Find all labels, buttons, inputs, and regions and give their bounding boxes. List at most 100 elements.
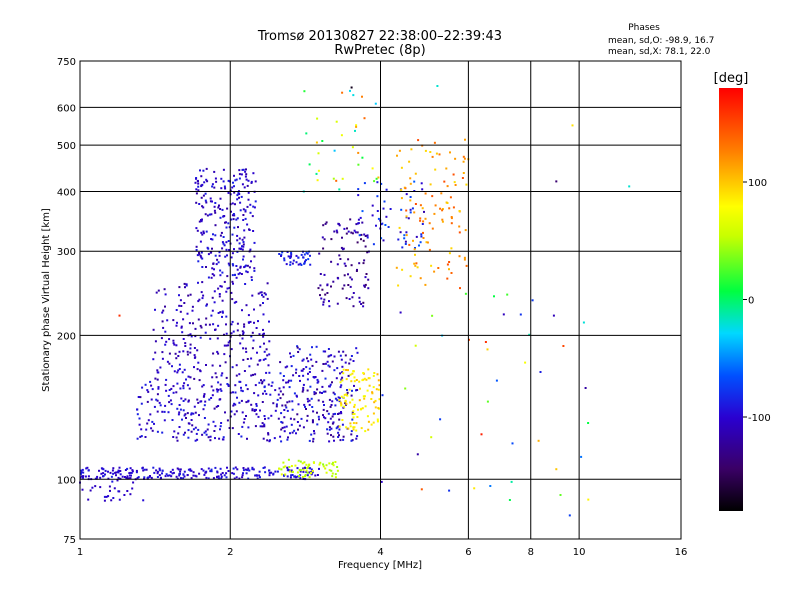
data-point (115, 474, 117, 477)
data-point (378, 384, 381, 387)
data-point (383, 200, 386, 203)
data-point (241, 425, 244, 428)
data-point (326, 283, 329, 286)
data-point (128, 477, 131, 480)
data-point (246, 469, 249, 472)
data-point (339, 386, 342, 389)
data-point (286, 251, 289, 253)
data-point (360, 408, 362, 411)
data-point (246, 388, 249, 391)
data-point (321, 288, 324, 291)
data-point (420, 488, 423, 491)
data-point (363, 395, 366, 398)
data-point (263, 350, 266, 353)
data-point (400, 188, 403, 191)
data-point (147, 476, 150, 479)
data-point (257, 415, 260, 418)
data-point (381, 394, 384, 397)
data-point (292, 374, 295, 377)
data-point (243, 418, 246, 420)
data-point (364, 276, 367, 279)
data-point (171, 472, 174, 475)
data-point (241, 183, 244, 186)
data-point (253, 408, 256, 411)
data-point (262, 467, 265, 469)
y-tick-label: 300 (57, 247, 76, 258)
data-point (374, 406, 377, 409)
data-point (281, 251, 284, 254)
colorbar-tick-label: 100 (748, 178, 767, 189)
data-point (268, 371, 271, 374)
data-point (176, 371, 179, 374)
data-point (199, 370, 202, 373)
data-point (267, 433, 270, 436)
data-point (250, 357, 253, 360)
data-point (205, 167, 208, 170)
data-point (280, 473, 283, 476)
data-point (180, 397, 183, 400)
data-point (262, 295, 265, 298)
data-point (414, 344, 417, 347)
data-point (219, 274, 222, 277)
data-point (358, 262, 361, 265)
data-point (362, 372, 365, 374)
data-point (415, 235, 418, 238)
data-point (306, 378, 309, 381)
data-point (236, 468, 239, 471)
data-point (288, 469, 291, 472)
data-point (261, 382, 264, 385)
data-point (197, 189, 200, 192)
data-point (193, 347, 196, 349)
data-point (324, 222, 327, 225)
data-point (284, 465, 287, 468)
data-point (221, 315, 223, 318)
data-point (219, 269, 222, 272)
data-point (351, 372, 354, 375)
data-point (203, 393, 206, 396)
data-point (253, 308, 255, 311)
data-point (251, 408, 254, 411)
data-point (210, 251, 213, 254)
data-point (196, 349, 199, 352)
data-point (161, 311, 164, 314)
data-point (187, 400, 190, 403)
data-point (213, 274, 216, 277)
data-point (236, 194, 239, 197)
data-point (403, 186, 406, 189)
data-point (124, 469, 127, 471)
data-point (295, 254, 298, 257)
data-point (202, 169, 205, 172)
data-point (351, 418, 354, 421)
x-tick-labels: 1 2 4 6 8 10 16 (77, 547, 688, 558)
data-point (225, 241, 228, 244)
data-point (355, 379, 358, 381)
data-point (157, 386, 160, 389)
data-point (300, 253, 303, 256)
y-tick-label: 400 (57, 187, 76, 198)
data-point (308, 371, 311, 373)
data-point (146, 389, 149, 392)
data-point (176, 321, 178, 324)
data-point (160, 337, 163, 340)
data-point (168, 352, 171, 355)
data-point (321, 385, 324, 388)
data-point (179, 472, 181, 475)
data-point (187, 468, 190, 471)
data-point (194, 335, 197, 338)
data-point (303, 403, 306, 406)
data-point (182, 338, 185, 340)
data-point (153, 405, 156, 408)
data-point (165, 340, 168, 343)
data-point (219, 467, 222, 470)
data-point (248, 228, 250, 231)
data-point (409, 196, 412, 198)
data-point (107, 495, 110, 498)
data-point (307, 258, 310, 261)
data-point (296, 421, 299, 423)
data-point (349, 276, 352, 279)
data-point (319, 284, 322, 287)
data-point (348, 362, 351, 365)
data-point (193, 356, 196, 359)
data-point (316, 378, 319, 381)
data-point (357, 151, 360, 154)
